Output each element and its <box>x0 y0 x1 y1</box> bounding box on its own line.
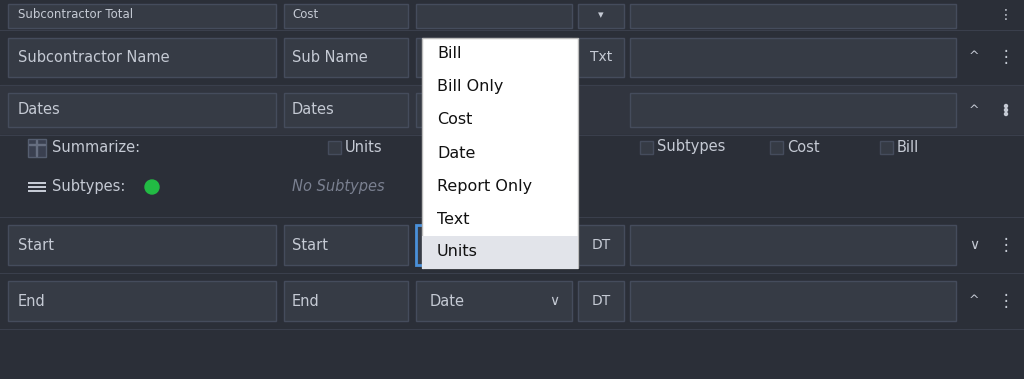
Text: Start: Start <box>18 238 54 252</box>
Text: ⋮: ⋮ <box>997 48 1015 66</box>
Text: ⋮: ⋮ <box>997 236 1015 254</box>
Bar <box>416 281 572 321</box>
Bar <box>0 217 1024 273</box>
Text: Subcontractor Name: Subcontractor Name <box>18 50 170 64</box>
Bar <box>8 4 276 28</box>
Bar <box>284 38 408 77</box>
Text: ∨: ∨ <box>969 238 979 252</box>
Text: Bill: Bill <box>897 139 920 155</box>
Bar <box>880 141 893 154</box>
Text: Date: Date <box>437 146 475 160</box>
Bar <box>640 141 653 154</box>
Text: Subtypes:: Subtypes: <box>52 180 125 194</box>
Text: ^: ^ <box>969 50 979 64</box>
Text: Text: Text <box>437 211 469 227</box>
Bar <box>8 225 276 265</box>
Bar <box>284 281 408 321</box>
Bar <box>8 38 276 77</box>
Text: Bill: Bill <box>437 47 462 61</box>
Text: Txt: Txt <box>590 50 612 64</box>
Text: DT: DT <box>592 294 610 308</box>
Text: Dates: Dates <box>18 102 60 117</box>
Text: Bill Only: Bill Only <box>437 80 504 94</box>
Bar <box>630 93 956 127</box>
Bar <box>29 144 45 145</box>
Bar <box>28 182 46 184</box>
Bar <box>284 93 408 127</box>
Bar <box>578 281 624 321</box>
Bar <box>284 225 408 265</box>
Bar <box>8 93 276 127</box>
Bar <box>284 4 408 28</box>
Bar <box>630 38 956 77</box>
Bar <box>28 190 46 192</box>
Bar <box>630 225 956 265</box>
Text: Units: Units <box>345 139 383 155</box>
Circle shape <box>1005 108 1008 111</box>
Bar <box>578 4 624 28</box>
Circle shape <box>1005 113 1008 116</box>
Bar <box>578 225 624 265</box>
Text: Cost: Cost <box>437 113 472 127</box>
Bar <box>0 217 1024 218</box>
Text: End: End <box>292 293 319 309</box>
Text: Subcontractor Total: Subcontractor Total <box>18 8 133 22</box>
Text: ⋮: ⋮ <box>997 292 1015 310</box>
Text: Dates: Dates <box>292 102 335 117</box>
Bar <box>0 135 1024 217</box>
Bar <box>0 0 1024 30</box>
Text: End: End <box>18 293 46 309</box>
Text: ^: ^ <box>969 294 979 307</box>
Text: Sub Name: Sub Name <box>292 50 368 64</box>
Bar <box>422 236 578 269</box>
Bar <box>422 38 578 268</box>
Bar <box>416 225 572 265</box>
Bar <box>416 4 572 28</box>
Text: ^: ^ <box>969 103 979 116</box>
Bar <box>416 38 572 77</box>
Circle shape <box>1005 105 1008 108</box>
Text: Subtypes: Subtypes <box>657 139 725 155</box>
Text: ▾: ▾ <box>598 10 604 20</box>
Bar <box>0 329 1024 330</box>
Bar <box>424 40 580 270</box>
Text: Date: Date <box>430 293 465 309</box>
Bar <box>0 273 1024 329</box>
Bar <box>0 135 1024 136</box>
Text: ∨: ∨ <box>549 238 559 252</box>
Bar <box>0 85 1024 86</box>
Bar <box>578 38 624 77</box>
Bar <box>0 30 1024 85</box>
Bar <box>770 141 783 154</box>
Text: Summarize:: Summarize: <box>52 139 140 155</box>
Bar <box>630 4 956 28</box>
Text: Cost: Cost <box>787 139 819 155</box>
Bar <box>8 281 276 321</box>
Text: Cost: Cost <box>292 8 318 22</box>
Circle shape <box>145 180 159 194</box>
Text: ∨: ∨ <box>549 294 559 308</box>
Text: DT: DT <box>592 238 610 252</box>
Text: Start: Start <box>292 238 328 252</box>
Text: Units: Units <box>437 244 478 260</box>
Bar <box>416 93 572 127</box>
Bar <box>28 186 46 188</box>
Bar <box>28 139 46 157</box>
Bar <box>0 85 1024 135</box>
Text: No Subtypes: No Subtypes <box>292 180 385 194</box>
Text: Date: Date <box>430 238 465 252</box>
Text: Report Only: Report Only <box>437 179 532 194</box>
Bar <box>630 281 956 321</box>
Text: ⋮: ⋮ <box>999 8 1013 22</box>
Bar <box>0 30 1024 31</box>
Bar <box>0 273 1024 274</box>
Bar <box>328 141 341 154</box>
